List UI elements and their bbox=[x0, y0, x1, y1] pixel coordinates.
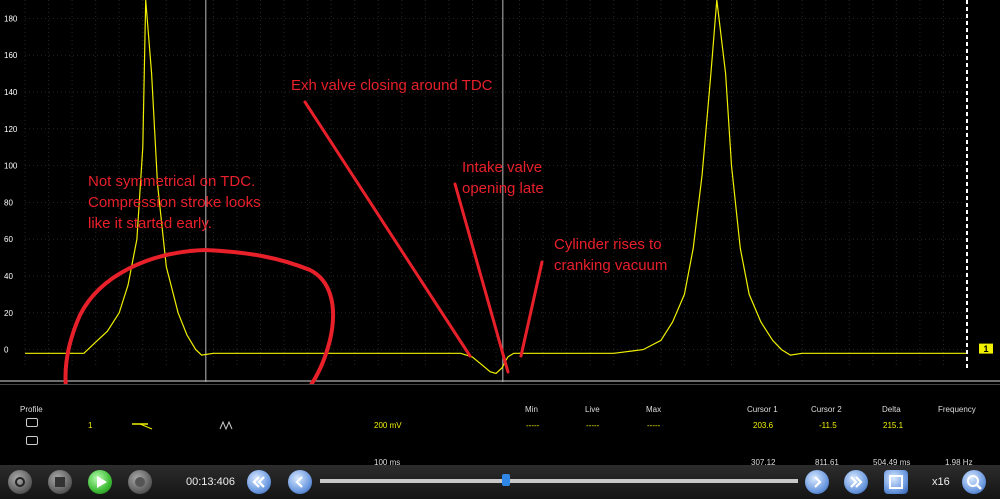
zoom-fit-button[interactable] bbox=[884, 470, 908, 494]
y-tick-label: 100 bbox=[4, 162, 18, 171]
annotation-not-symmetrical: Not symmetrical on TDC. Compression stro… bbox=[88, 173, 261, 232]
rewind-button[interactable] bbox=[247, 470, 271, 494]
cursor1-time: 307.12 bbox=[751, 458, 776, 467]
settings-button[interactable] bbox=[8, 470, 32, 494]
cursor2-value: -11.5 bbox=[819, 421, 837, 430]
double-chevron-right-icon bbox=[850, 476, 863, 488]
fast-forward-button[interactable] bbox=[844, 470, 868, 494]
annotation-exh-valve: Exh valve closing around TDC bbox=[291, 77, 493, 94]
channel-level-tag[interactable] bbox=[979, 343, 993, 354]
channel-icon[interactable] bbox=[26, 418, 38, 427]
arrow-cranking-vacuum bbox=[519, 260, 544, 358]
arrow-exh-valve bbox=[303, 100, 472, 358]
play-icon bbox=[97, 476, 107, 488]
playback-slider-thumb[interactable] bbox=[502, 474, 511, 486]
annotation-arrows bbox=[303, 100, 544, 374]
col-delta: Delta bbox=[882, 405, 901, 414]
y-axis: 0 20 40 60 80 100 120 140 160 180 bbox=[4, 14, 18, 354]
col-frequency: Frequency bbox=[938, 405, 976, 414]
col-min: Min bbox=[525, 405, 538, 414]
arrow-intake-valve bbox=[453, 182, 510, 374]
magnifier-icon bbox=[967, 475, 982, 490]
frequency-value: 1.98 Hz bbox=[945, 458, 973, 467]
elapsed-time: 00:13:406 bbox=[186, 476, 235, 488]
step-forward-button[interactable] bbox=[805, 470, 829, 494]
chevron-left-icon bbox=[295, 476, 303, 488]
zoom-fit-icon bbox=[889, 475, 903, 489]
record-button[interactable] bbox=[128, 470, 152, 494]
y-tick-label: 140 bbox=[4, 88, 18, 97]
y-tick-label: 120 bbox=[4, 125, 18, 134]
y-tick-label: 160 bbox=[4, 51, 18, 60]
play-button[interactable] bbox=[88, 470, 112, 494]
markers: 1 bbox=[966, 0, 993, 368]
probe-icon[interactable] bbox=[132, 421, 154, 433]
live-value: ----- bbox=[586, 421, 600, 430]
step-back-button[interactable] bbox=[288, 470, 312, 494]
col-cursor1: Cursor 1 bbox=[747, 405, 778, 414]
y-tick-label: 40 bbox=[4, 272, 13, 281]
cursor1-value: 203.6 bbox=[753, 421, 774, 430]
annotation-cranking-vacuum: Cylinder rises to cranking vacuum bbox=[554, 236, 668, 274]
channel-number: 1 bbox=[88, 421, 93, 430]
min-value: ----- bbox=[526, 421, 540, 430]
col-live: Live bbox=[585, 405, 600, 414]
cursor2-time: 811.61 bbox=[815, 458, 839, 467]
y-tick-label: 80 bbox=[4, 198, 13, 207]
record-icon bbox=[135, 477, 145, 487]
gear-icon bbox=[15, 477, 25, 487]
channel-level-label: 1 bbox=[983, 344, 988, 354]
info-panel: Profile 1 200 mV 100 ms Min Live Max ---… bbox=[0, 384, 1000, 467]
series-trace bbox=[25, 0, 967, 375]
toolbar: 00:13:406 x16 bbox=[0, 465, 1000, 499]
max-value: ----- bbox=[647, 421, 661, 430]
col-cursor2: Cursor 2 bbox=[811, 405, 842, 414]
signal-icon[interactable] bbox=[219, 420, 233, 432]
playback-slider[interactable] bbox=[320, 479, 798, 483]
profile-label: Profile bbox=[20, 405, 43, 414]
stop-icon bbox=[55, 477, 65, 487]
zoom-level: x16 bbox=[932, 476, 950, 488]
stop-button[interactable] bbox=[48, 470, 72, 494]
chevron-right-icon bbox=[814, 476, 822, 488]
delta-value: 215.1 bbox=[883, 421, 904, 430]
time-per-div: 100 ms bbox=[374, 458, 401, 467]
y-tick-label: 60 bbox=[4, 235, 13, 244]
double-chevron-left-icon bbox=[252, 476, 265, 488]
annotation-intake-valve: Intake valve opening late bbox=[462, 159, 544, 197]
volts-per-div: 200 mV bbox=[374, 421, 402, 430]
search-button[interactable] bbox=[962, 470, 986, 494]
channel-icon-2[interactable] bbox=[26, 436, 38, 445]
y-tick-label: 20 bbox=[4, 309, 13, 318]
y-tick-label: 0 bbox=[4, 346, 9, 355]
y-tick-label: 180 bbox=[4, 14, 18, 23]
col-max: Max bbox=[646, 405, 662, 414]
delta-time: 504.49 ms bbox=[873, 458, 911, 467]
